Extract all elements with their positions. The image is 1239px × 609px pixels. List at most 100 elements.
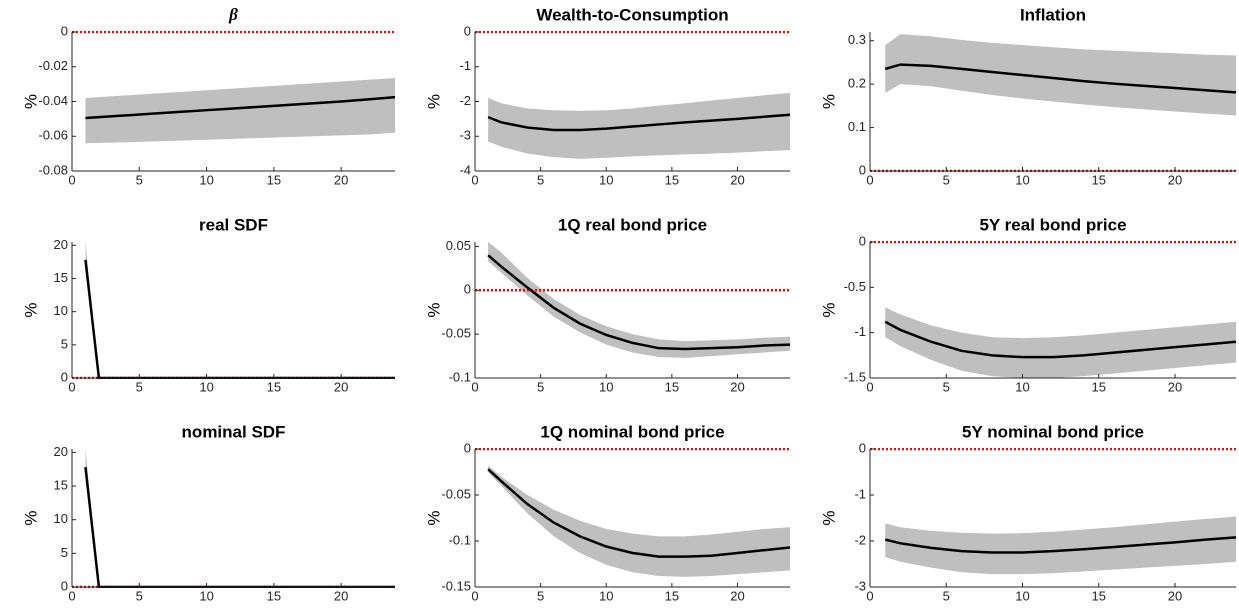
y-tick-label: 0 [464,440,471,455]
x-tick-label: 5 [943,588,950,603]
plot-area [475,31,790,159]
plot-area [72,242,395,379]
y-tick-label: 0 [464,282,471,297]
y-tick-label: -0.05 [441,486,471,501]
y-tick-label: 0 [859,162,866,177]
median-line [85,95,395,120]
y-tick-label: -1.5 [844,369,866,384]
median-line [84,259,395,379]
x-tick-label: 20 [334,172,348,187]
y-axis-label: % [424,94,443,109]
x-tick-label: 0 [471,379,478,394]
y-tick-label: -2 [459,93,471,108]
confidence-band [885,34,1236,116]
chart-title: 1Q nominal bond price [540,422,724,441]
median-line [884,320,1236,359]
x-tick-label: 10 [199,588,213,603]
x-tick-label: 0 [471,588,478,603]
confidence-band [85,449,395,587]
y-tick-label: -3 [854,578,866,593]
chart-title: nominal SDF [182,422,286,441]
x-tick-label: 20 [1168,588,1182,603]
median-line [487,468,790,558]
x-tick-label: 5 [136,379,143,394]
x-tick-label: 15 [267,172,281,187]
y-axis-label: % [21,94,40,109]
y-tick-label: 10 [54,511,68,526]
x-tick-label: 15 [665,379,679,394]
x-tick-label: 20 [730,379,744,394]
y-tick-label: 0.1 [848,119,866,134]
y-axis-label: % [819,510,838,525]
x-tick-label: 15 [1092,379,1106,394]
confidence-band [885,516,1236,575]
y-tick-label: -0.1 [449,532,471,547]
y-tick-label: 0.2 [848,76,866,91]
y-tick-label: -2 [854,532,866,547]
y-tick-label: 0 [464,23,471,38]
y-tick-label: 0.05 [446,238,471,253]
x-tick-label: 0 [471,172,478,187]
x-tick-label: 5 [943,172,950,187]
chart-title: 1Q real bond price [558,215,707,234]
plot-area [475,448,790,577]
y-tick-label: 20 [54,444,68,459]
y-axis-label: % [819,94,838,109]
y-tick-label: 0 [859,440,866,455]
chart-title: β [228,5,238,24]
y-tick-label: -0.05 [441,326,471,341]
x-tick-label: 10 [599,379,613,394]
median-line [884,536,1236,554]
x-tick-label: 10 [1015,172,1029,187]
confidence-band [885,307,1236,378]
y-axis-label: % [21,510,40,525]
chart-title: Wealth-to-Consumption [536,5,728,24]
y-tick-label: -0.08 [38,162,68,177]
confidence-band [85,242,395,378]
x-tick-label: 10 [199,172,213,187]
x-tick-label: 0 [866,379,873,394]
y-tick-label: -0.02 [38,58,68,73]
y-tick-label: 0 [61,23,68,38]
plot-area [72,449,395,588]
y-axis-label: % [21,302,40,317]
y-axis-label: % [424,510,443,525]
median-line [487,254,790,351]
x-tick-label: 0 [68,172,75,187]
y-tick-label: 0.3 [848,32,866,47]
y-tick-label: -1 [459,58,471,73]
x-tick-label: 10 [1015,588,1029,603]
y-tick-label: 0 [61,369,68,384]
y-tick-label: 0 [61,578,68,593]
x-tick-label: 0 [866,172,873,187]
y-tick-label: -0.1 [449,369,471,384]
y-tick-label: -1 [854,486,866,501]
y-axis-label: % [424,302,443,317]
y-tick-label: 5 [61,545,68,560]
x-tick-label: 10 [199,379,213,394]
x-tick-label: 0 [68,588,75,603]
y-tick-label: 20 [54,237,68,252]
median-line [84,467,395,588]
plot-area [475,242,790,358]
y-tick-label: 15 [54,477,68,492]
x-tick-label: 10 [599,172,613,187]
x-tick-label: 15 [267,588,281,603]
y-axis-label: % [819,302,838,317]
chart-title: real SDF [199,215,268,234]
x-tick-label: 5 [136,588,143,603]
y-tick-label: -4 [459,162,471,177]
x-tick-label: 20 [334,379,348,394]
chart-title: Inflation [1020,5,1086,24]
x-tick-label: 15 [665,172,679,187]
plot-area [870,34,1236,172]
y-tick-label: -1 [854,324,866,339]
median-line [884,63,1236,94]
x-tick-label: 15 [267,379,281,394]
x-tick-label: 5 [136,172,143,187]
x-tick-label: 20 [1168,379,1182,394]
x-tick-label: 0 [68,379,75,394]
y-tick-label: -0.04 [38,93,68,108]
y-tick-label: 10 [54,303,68,318]
